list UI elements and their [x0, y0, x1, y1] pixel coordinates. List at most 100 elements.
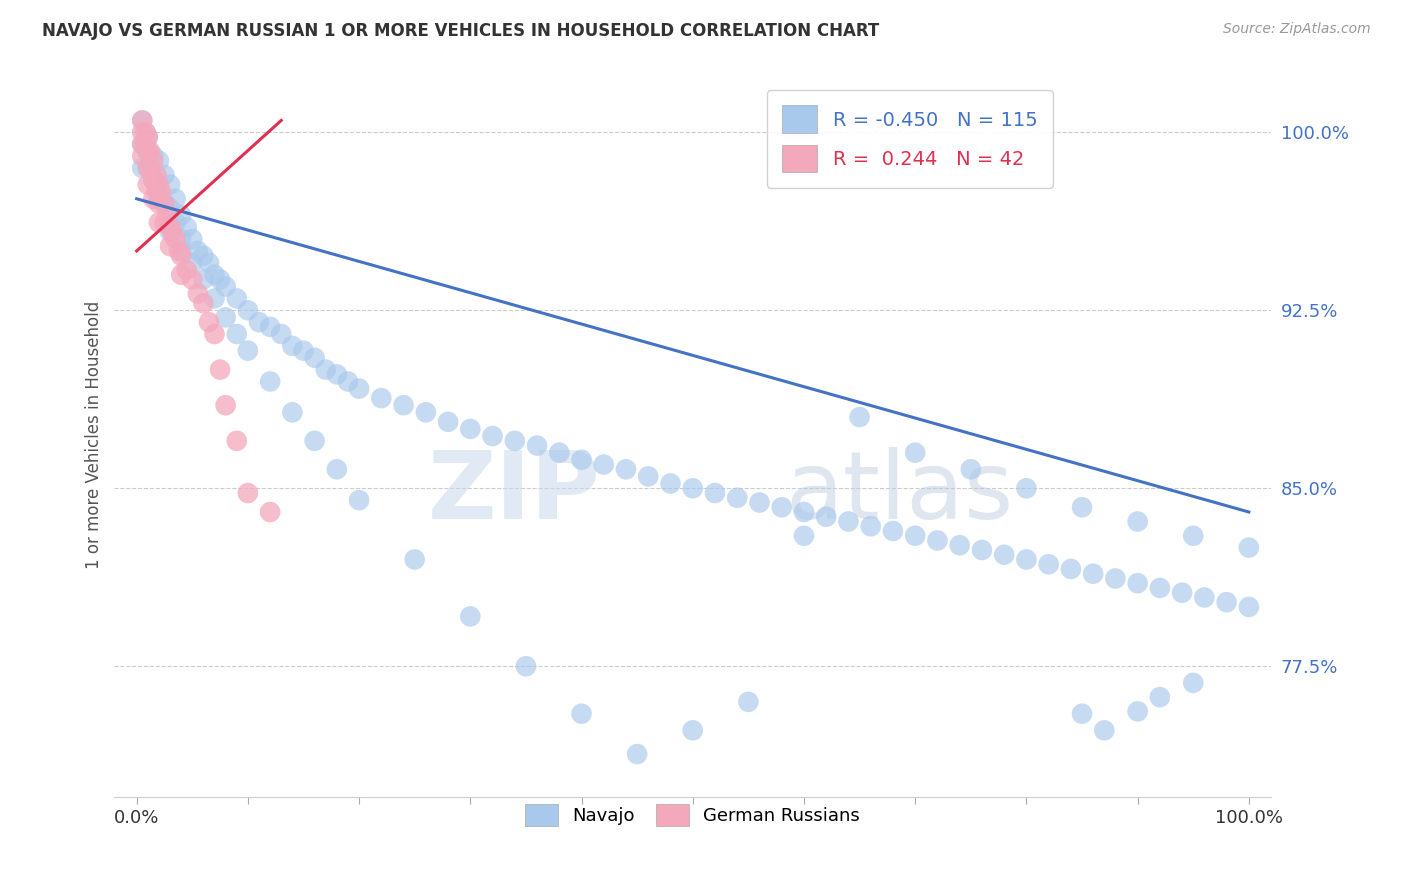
- Point: [150, 185, 173, 199]
- Point: [159, 220, 181, 235]
- Point: [737, 695, 759, 709]
- Point: [904, 529, 927, 543]
- Point: [503, 434, 526, 448]
- Point: [176, 263, 198, 277]
- Point: [159, 201, 181, 215]
- Point: [139, 161, 162, 175]
- Point: [1182, 529, 1205, 543]
- Point: [148, 215, 170, 229]
- Point: [131, 161, 153, 175]
- Point: [187, 286, 209, 301]
- Point: [326, 462, 349, 476]
- Point: [139, 145, 162, 159]
- Point: [142, 173, 165, 187]
- Point: [770, 500, 793, 515]
- Text: atlas: atlas: [786, 447, 1014, 539]
- Point: [1081, 566, 1104, 581]
- Point: [135, 125, 157, 139]
- Point: [176, 220, 198, 235]
- Point: [392, 398, 415, 412]
- Point: [135, 125, 157, 139]
- Point: [259, 505, 281, 519]
- Point: [204, 268, 226, 282]
- Point: [181, 256, 204, 270]
- Point: [214, 279, 236, 293]
- Point: [136, 145, 159, 159]
- Point: [1237, 541, 1260, 555]
- Point: [326, 368, 349, 382]
- Point: [415, 405, 437, 419]
- Point: [793, 505, 815, 519]
- Point: [659, 476, 682, 491]
- Point: [1071, 500, 1094, 515]
- Text: Source: ZipAtlas.com: Source: ZipAtlas.com: [1223, 22, 1371, 37]
- Point: [142, 173, 165, 187]
- Point: [170, 244, 193, 258]
- Point: [204, 326, 226, 341]
- Point: [162, 225, 184, 239]
- Point: [927, 533, 949, 548]
- Point: [225, 292, 247, 306]
- Point: [209, 362, 232, 376]
- Point: [1215, 595, 1237, 609]
- Point: [153, 215, 176, 229]
- Point: [131, 125, 153, 139]
- Point: [1194, 591, 1216, 605]
- Point: [1237, 599, 1260, 614]
- Point: [281, 405, 304, 419]
- Point: [1015, 552, 1038, 566]
- Point: [614, 462, 637, 476]
- Point: [187, 244, 209, 258]
- Point: [1038, 558, 1060, 572]
- Point: [145, 168, 167, 182]
- Point: [148, 178, 170, 192]
- Point: [165, 215, 187, 229]
- Point: [437, 415, 460, 429]
- Point: [347, 493, 370, 508]
- Point: [159, 220, 181, 235]
- Point: [198, 256, 221, 270]
- Point: [236, 303, 259, 318]
- Point: [682, 481, 704, 495]
- Point: [193, 272, 215, 286]
- Point: [281, 339, 304, 353]
- Point: [170, 268, 193, 282]
- Point: [181, 272, 204, 286]
- Point: [837, 515, 859, 529]
- Point: [1104, 571, 1126, 585]
- Point: [198, 315, 221, 329]
- Point: [481, 429, 503, 443]
- Point: [793, 529, 815, 543]
- Point: [136, 130, 159, 145]
- Point: [993, 548, 1015, 562]
- Point: [148, 185, 170, 199]
- Point: [142, 149, 165, 163]
- Point: [153, 196, 176, 211]
- Point: [637, 469, 659, 483]
- Point: [304, 351, 326, 365]
- Text: NAVAJO VS GERMAN RUSSIAN 1 OR MORE VEHICLES IN HOUSEHOLD CORRELATION CHART: NAVAJO VS GERMAN RUSSIAN 1 OR MORE VEHIC…: [42, 22, 879, 40]
- Point: [1126, 704, 1149, 718]
- Point: [1060, 562, 1083, 576]
- Point: [131, 113, 153, 128]
- Point: [859, 519, 882, 533]
- Point: [148, 192, 170, 206]
- Point: [882, 524, 904, 538]
- Point: [153, 196, 176, 211]
- Point: [1171, 585, 1194, 599]
- Point: [571, 452, 593, 467]
- Point: [748, 495, 770, 509]
- Point: [526, 439, 548, 453]
- Point: [142, 192, 165, 206]
- Point: [515, 659, 537, 673]
- Text: ZIP: ZIP: [427, 447, 600, 539]
- Point: [292, 343, 315, 358]
- Point: [236, 486, 259, 500]
- Point: [225, 434, 247, 448]
- Point: [131, 137, 153, 152]
- Point: [153, 168, 176, 182]
- Point: [626, 747, 648, 761]
- Point: [225, 326, 247, 341]
- Point: [170, 232, 193, 246]
- Point: [159, 178, 181, 192]
